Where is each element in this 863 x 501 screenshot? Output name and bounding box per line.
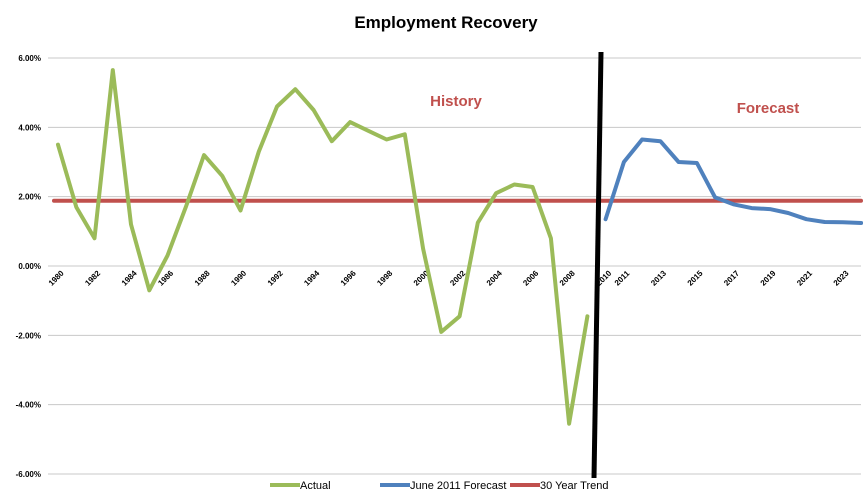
x-tick-label: 2013 [649, 268, 668, 287]
y-tick-label: 6.00% [18, 54, 41, 63]
x-axis-tick-labels: 1980 1982 1984 1986 1988 1990 1992 1994 1996 1998… [47, 268, 851, 287]
legend-label: 30 Year Trend [540, 480, 609, 492]
annotation-history: History [430, 93, 482, 110]
y-tick-label: 4.00% [18, 123, 41, 132]
x-tick-label: 1990 [229, 268, 248, 287]
legend-label: June 2011 Forecast [410, 480, 506, 492]
x-tick-label: 2017 [722, 268, 741, 287]
legend-label: Actual [300, 480, 331, 492]
x-tick-label: 2006 [521, 268, 540, 287]
x-tick-label: 2021 [795, 268, 814, 287]
x-tick-label: 1992 [266, 268, 285, 287]
y-tick-label: -4.00% [16, 401, 41, 410]
x-tick-label: 2019 [759, 268, 778, 287]
x-tick-label: 2011 [613, 269, 632, 288]
y-tick-label: 0.00% [18, 262, 41, 271]
y-tick-label: 2.00% [18, 193, 41, 202]
x-tick-label: 1994 [302, 268, 321, 287]
x-tick-label: 1996 [339, 268, 358, 287]
x-tick-label: 1998 [375, 268, 394, 287]
legend: Actual June 2011 Forecast 30 Year Trend [270, 480, 609, 492]
y-axis-tick-labels: 6.00% 4.00% 2.00% 0.00% -2.00% -4.00% -6.00% [16, 54, 41, 479]
x-tick-label: 1982 [83, 268, 102, 287]
history-forecast-divider [591, 51, 604, 479]
x-tick-label: 2008 [558, 268, 577, 287]
series-line-june-2011-forecast [603, 137, 863, 225]
x-tick-label: 1980 [47, 268, 66, 287]
chart-title: Employment Recovery [354, 13, 538, 32]
x-tick-label: 2004 [485, 268, 504, 287]
x-tick-label: 1988 [193, 268, 212, 287]
series-line-actual [56, 68, 590, 426]
series-lines [52, 51, 863, 479]
y-tick-label: -2.00% [16, 331, 41, 340]
x-tick-label: 2015 [686, 268, 705, 287]
annotation-forecast: Forecast [737, 100, 800, 117]
x-tick-label: 2023 [832, 268, 851, 287]
x-tick-label: 1984 [120, 268, 139, 287]
y-tick-label: -6.00% [16, 470, 41, 479]
grid-lines [48, 57, 861, 475]
annotations: History Forecast [430, 93, 799, 117]
